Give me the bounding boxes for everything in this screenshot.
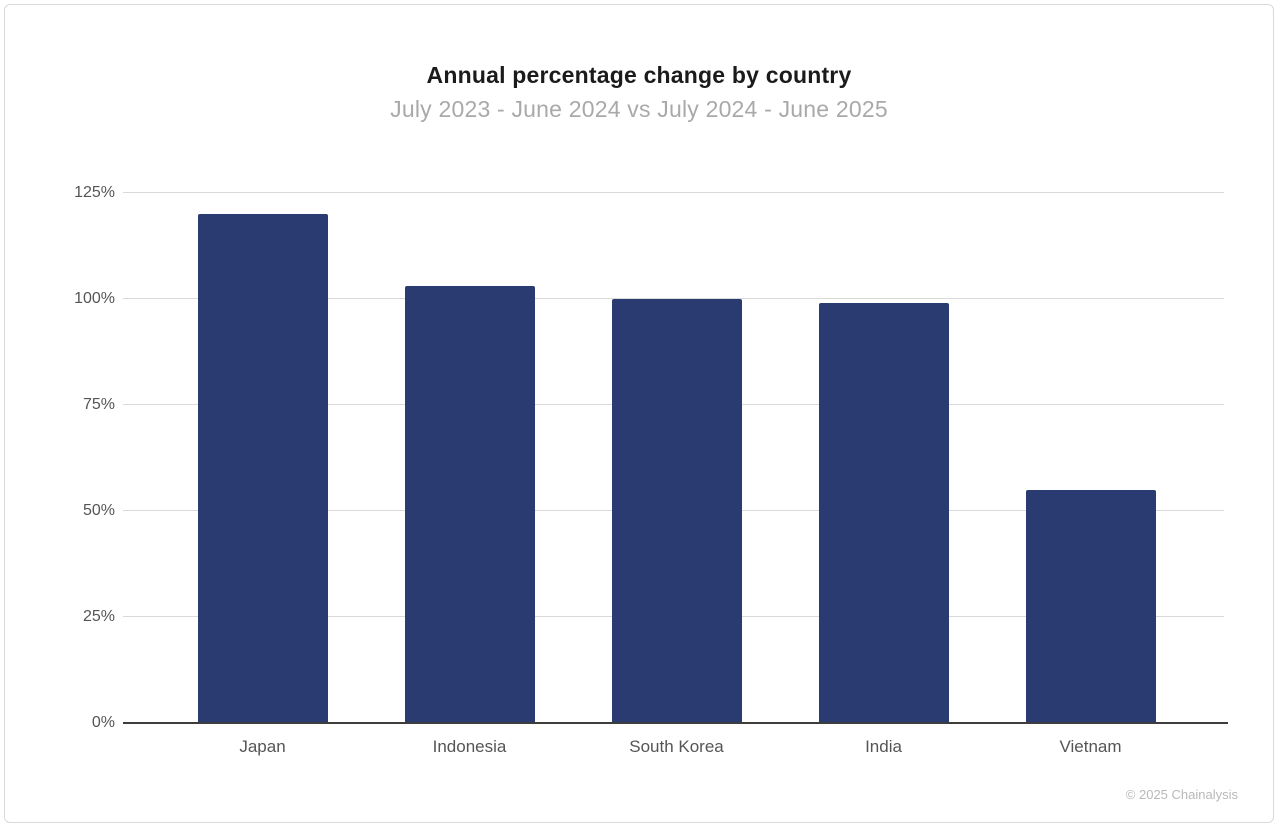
y-tick-label-125: 125%: [74, 184, 115, 201]
bar-south-korea: [611, 299, 742, 723]
plot-area: [123, 192, 1224, 723]
x-label-india: India: [865, 737, 902, 756]
x-label-japan: Japan: [239, 737, 286, 756]
bar-indonesia: [404, 286, 535, 723]
chart-subtitle: July 2023 - June 2024 vs July 2024 - Jun…: [390, 96, 888, 122]
copyright-notice: © 2025 Chainalysis: [1125, 787, 1238, 802]
x-label-indonesia: Indonesia: [432, 737, 507, 756]
chart-title: Annual percentage change by country: [426, 62, 852, 88]
x-label-vietnam: Vietnam: [1059, 737, 1122, 756]
y-tick-label-25: 25%: [82, 608, 115, 625]
bar-japan: [197, 214, 328, 723]
y-tick-label-100: 100%: [74, 290, 115, 307]
gridline-125: [123, 192, 1224, 193]
chart-card: Annual percentage change by country July…: [4, 4, 1274, 823]
y-axis: 0% 25% 50% 75% 100% 125%: [5, 184, 115, 731]
bar-vietnam: [1025, 489, 1156, 723]
y-tick-label-75: 75%: [82, 396, 115, 413]
x-label-south-korea: South Korea: [629, 737, 724, 756]
gridline-100: [123, 298, 1224, 299]
bar-india: [818, 303, 949, 723]
x-axis: Japan Indonesia South Korea India Vietnam: [123, 736, 1224, 760]
y-tick-label-0: 0%: [91, 714, 115, 731]
x-axis-line: [123, 722, 1228, 724]
y-tick-label-50: 50%: [82, 502, 115, 519]
